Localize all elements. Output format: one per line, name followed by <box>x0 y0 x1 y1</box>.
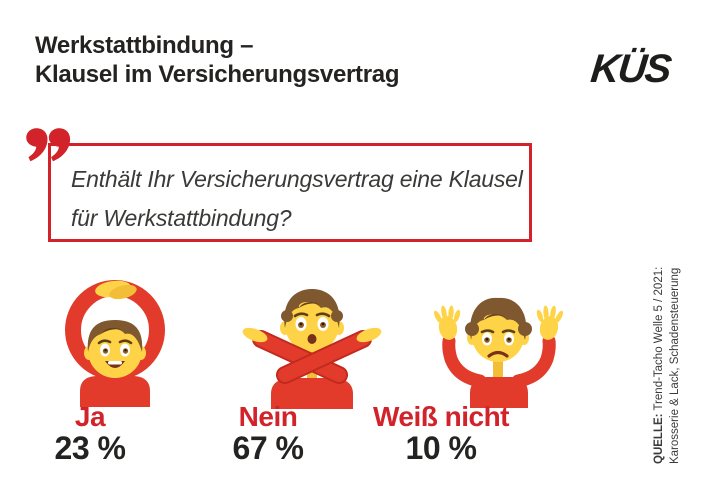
source-label: QUELLE: <box>653 413 665 464</box>
result-column-nein: Nein 67 % <box>198 402 338 465</box>
title-line-1: Werkstattbindung – <box>35 32 254 59</box>
result-label: Ja <box>74 401 106 432</box>
source-line-2: Karosserie & Lack, Schadensteuerung <box>669 267 681 464</box>
result-value: 23 % <box>54 430 126 466</box>
person-shrugging-emoji <box>424 286 573 408</box>
question-line-1: Enthält Ihr Versicherungsvertrag eine Kl… <box>71 166 523 192</box>
result-value: 10 % <box>405 430 477 466</box>
result-value: 67 % <box>232 430 304 466</box>
result-label: Weiß nicht <box>372 401 510 432</box>
result-label: Nein <box>238 401 298 432</box>
person-gesturing-no-emoji <box>241 278 383 409</box>
kues-logo: KÜS <box>588 47 672 91</box>
source-line-1: QUELLE: Trend-Tacho Welle 5 / 2021: <box>653 266 665 464</box>
result-column-ja: Ja 23 % <box>20 402 160 465</box>
page-title: Werkstattbindung – Klausel im Versicheru… <box>35 31 400 89</box>
source-note: QUELLE: Trend-Tacho Welle 5 / 2021: Karo… <box>651 258 685 464</box>
person-gesturing-ok-emoji <box>49 279 182 407</box>
question-line-2: für Werkstattbindung? <box>71 205 292 231</box>
title-line-2: Klausel im Versicherungsvertrag <box>35 61 400 88</box>
result-column-weiss-nicht: Weiß nicht 10 % <box>341 402 541 465</box>
question-box: Enthält Ihr Versicherungsvertrag eine Kl… <box>48 143 532 242</box>
